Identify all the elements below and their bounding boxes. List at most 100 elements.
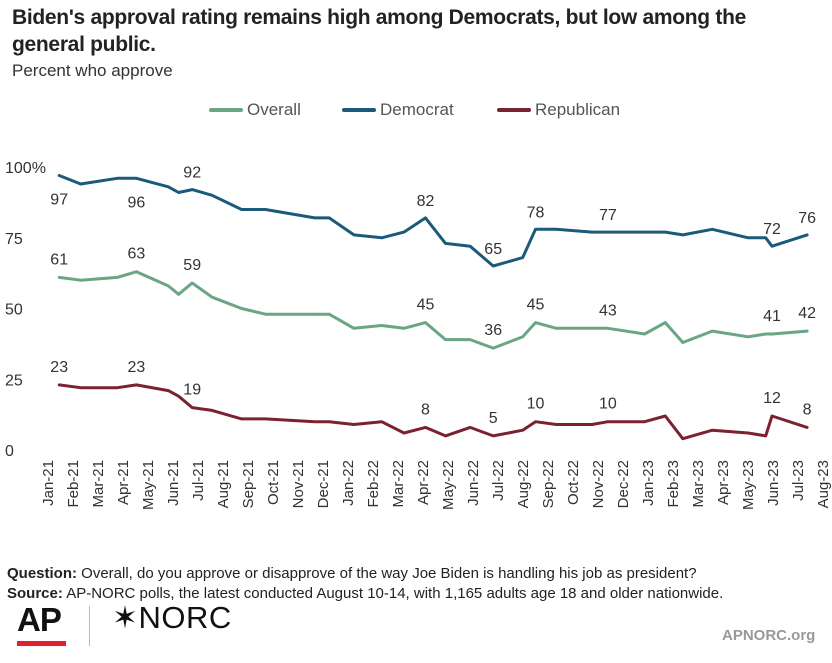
data-point-democrat <box>191 188 194 191</box>
chart-title: Biden's approval rating remains high amo… <box>12 6 746 56</box>
data-label-democrat: 97 <box>50 192 68 209</box>
data-point-democrat <box>534 228 537 231</box>
legend-swatch-republican <box>497 108 531 112</box>
x-tick-label: Feb-21 <box>65 460 82 508</box>
legend-label-republican: Republican <box>535 100 621 119</box>
legend: Overall Democrat Republican <box>0 100 832 124</box>
data-point-democrat <box>444 242 447 245</box>
data-point-democrat <box>264 208 267 211</box>
data-point-republican <box>313 420 316 423</box>
data-point-democrat <box>135 177 138 180</box>
data-label-democrat: 76 <box>798 210 816 227</box>
data-point-republican <box>116 386 119 389</box>
x-tick-label: Sep-21 <box>240 460 257 508</box>
data-point-overall <box>116 276 119 279</box>
data-point-republican <box>764 434 767 438</box>
data-point-democrat <box>805 233 809 237</box>
data-point-overall <box>492 346 495 350</box>
data-point-republican <box>711 429 714 432</box>
data-point-republican <box>424 426 427 429</box>
data-label-democrat: 96 <box>128 194 146 211</box>
question-note: Question: Overall, do you approve or dis… <box>7 564 723 584</box>
data-point-overall <box>191 281 194 285</box>
data-label-democrat: 92 <box>183 165 201 182</box>
data-point-republican <box>264 417 267 421</box>
question-label: Question: <box>7 565 77 582</box>
data-point-democrat <box>167 185 170 188</box>
x-tick-label: May-22 <box>440 460 457 510</box>
x-tick-label: Sep-22 <box>540 460 557 508</box>
x-tick-label: Jan-21 <box>40 460 57 506</box>
data-point-overall <box>177 293 180 296</box>
data-label-overall: 36 <box>484 322 502 339</box>
x-tick-label: Mar-22 <box>390 460 407 508</box>
x-tick-label: Mar-23 <box>690 460 707 508</box>
data-label-overall: 41 <box>763 308 781 325</box>
legend-item-democrat: Democrat <box>342 100 454 120</box>
legend-label-democrat: Democrat <box>380 100 454 119</box>
data-point-democrat <box>492 264 495 268</box>
norc-logo: ✶NORC <box>112 600 232 635</box>
data-label-republican: 10 <box>599 396 617 413</box>
data-label-democrat: 65 <box>484 241 502 258</box>
data-label-republican: 12 <box>763 390 781 407</box>
data-point-republican <box>606 420 610 423</box>
data-point-overall <box>534 321 537 324</box>
data-label-overall: 42 <box>798 305 816 322</box>
data-point-democrat <box>555 228 558 231</box>
legend-label-overall: Overall <box>247 100 301 119</box>
data-point-overall <box>555 327 558 330</box>
website-link[interactable]: APNORC.org <box>722 627 816 644</box>
x-tick-label: May-23 <box>740 460 757 510</box>
data-label-republican: 10 <box>527 396 545 413</box>
y-tick-label: 50 <box>5 302 23 319</box>
data-point-overall <box>240 307 243 310</box>
data-point-republican <box>555 423 558 426</box>
x-tick-label: Nov-22 <box>590 460 607 508</box>
data-point-democrat <box>643 230 646 234</box>
data-point-republican <box>643 420 646 423</box>
data-point-democrat <box>664 230 667 234</box>
data-point-republican <box>664 414 667 418</box>
data-point-republican <box>590 423 594 426</box>
logo-divider <box>89 606 90 646</box>
question-text: Overall, do you approve or disapprove of… <box>81 565 697 582</box>
data-label-democrat: 72 <box>763 221 781 238</box>
data-point-overall <box>328 313 331 316</box>
data-point-overall <box>167 284 170 288</box>
x-tick-label: Nov-21 <box>290 460 307 508</box>
data-point-overall <box>58 276 61 279</box>
line-chart: 0 25 50 75 100% Jan-21 Feb-21 Mar-21 Apr-21 May-2… <box>5 160 832 510</box>
data-point-republican <box>191 406 194 409</box>
data-point-democrat <box>681 233 684 237</box>
x-tick-label: Aug-21 <box>215 460 232 508</box>
series-line-overall <box>57 270 809 350</box>
chart-subtitle: Percent who approve <box>12 61 173 80</box>
x-tick-label: Dec-22 <box>615 460 632 508</box>
data-point-overall <box>664 321 667 324</box>
data-point-democrat <box>79 182 82 186</box>
data-point-republican <box>444 434 447 438</box>
legend-item-overall: Overall <box>209 100 301 120</box>
data-label-overall: 45 <box>417 297 435 314</box>
data-point-democrat <box>240 208 243 211</box>
data-point-democrat <box>764 236 767 239</box>
x-tick-label: Apr-21 <box>115 460 132 505</box>
data-point-overall <box>590 327 594 330</box>
x-tick-label: Jul-22 <box>490 460 507 501</box>
data-label-republican: 5 <box>489 410 498 427</box>
data-point-republican <box>492 434 495 438</box>
y-tick-label: 25 <box>5 372 23 389</box>
data-point-overall <box>79 279 82 282</box>
series-line-democrat <box>57 174 809 268</box>
data-label-overall: 59 <box>183 257 201 274</box>
data-point-overall <box>711 329 714 333</box>
data-point-overall <box>805 329 809 333</box>
data-point-democrat <box>210 194 214 197</box>
y-tick-label: 100% <box>5 160 46 177</box>
x-tick-label: Jul-23 <box>790 460 807 501</box>
x-tick-label: Jun-21 <box>165 460 182 506</box>
x-tick-label: Oct-21 <box>265 460 282 505</box>
data-point-republican <box>380 420 383 423</box>
data-point-republican <box>681 437 684 440</box>
